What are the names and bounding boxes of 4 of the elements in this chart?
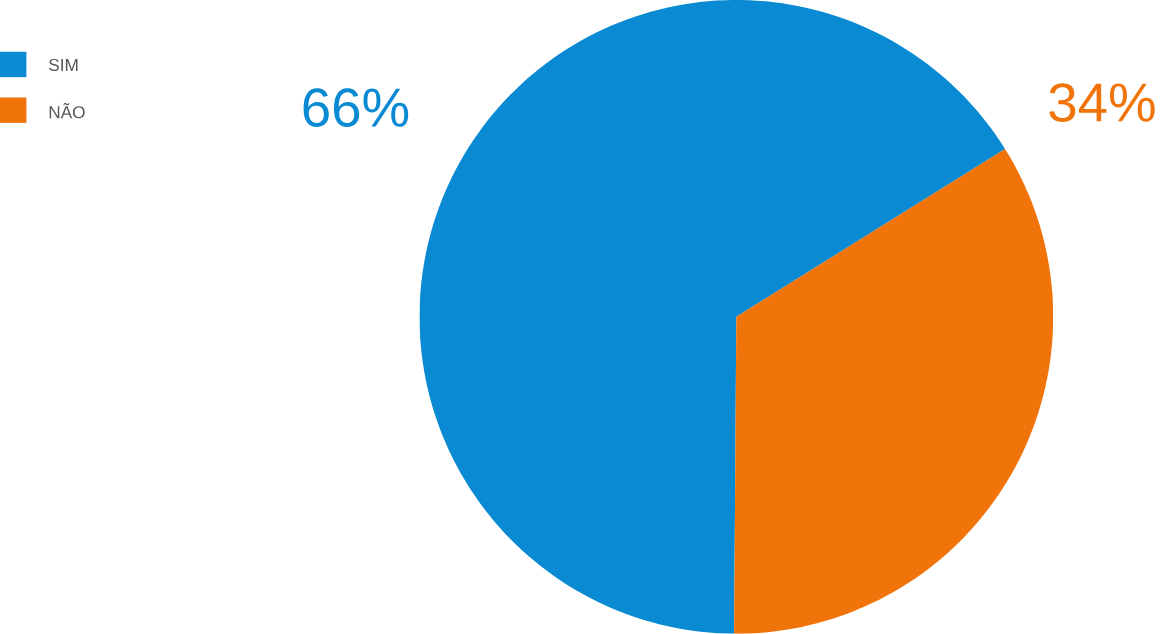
- legend-label: NÃO: [49, 103, 85, 119]
- legend-label: SIM: [49, 59, 78, 72]
- data-label: 34%: [1049, 83, 1155, 123]
- data-label: 66%: [303, 88, 409, 128]
